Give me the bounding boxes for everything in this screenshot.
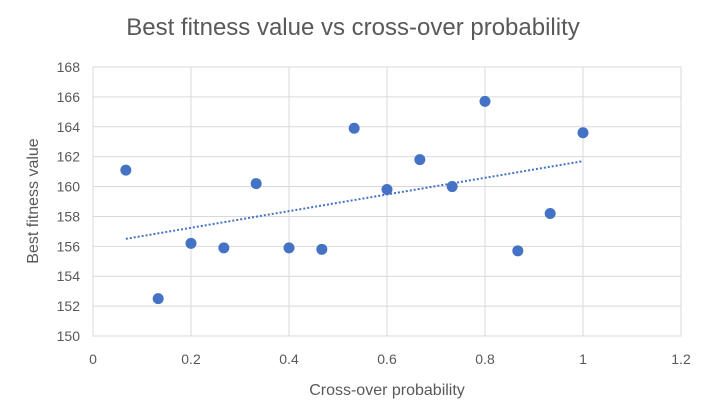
y-tick-label: 168 [57,59,81,75]
x-tick-label: 1.2 [671,351,691,367]
x-tick-label: 0.2 [181,351,201,367]
chart-title: Best fitness value vs cross-over probabi… [126,14,580,41]
x-axis-ticks: 0 0.2 0.4 0.6 0.8 1 1.2 [89,351,691,367]
data-point [120,164,132,176]
data-point [185,237,197,249]
trendline-layer [125,160,584,240]
data-point [283,242,295,254]
data-point [250,178,262,190]
x-tick-label: 0.6 [377,351,397,367]
data-point [348,122,360,134]
trendline [125,160,584,240]
grid-layer [92,66,682,337]
data-point [479,95,491,107]
x-tick-label: 0.4 [279,351,299,367]
x-axis-title: Cross-over probability [309,382,465,399]
data-point [544,207,556,219]
plot-area [92,66,682,337]
data-point [577,127,589,139]
data-point [218,242,230,254]
x-tick-label: 1 [579,351,587,367]
data-point [446,181,458,193]
data-point [316,243,328,255]
data-points-layer [120,95,589,305]
y-tick-label: 160 [57,179,81,195]
y-tick-label: 164 [57,119,81,135]
data-point [414,154,426,166]
y-tick-label: 152 [57,298,81,314]
y-axis-title: Best fitness value [25,138,42,264]
y-tick-label: 162 [57,149,81,165]
y-tick-label: 158 [57,208,81,224]
data-point [381,184,393,196]
x-tick-label: 0 [89,351,97,367]
y-tick-label: 166 [57,89,81,105]
data-point [152,293,164,305]
x-tick-label: 0.8 [475,351,495,367]
y-tick-label: 150 [57,328,81,344]
y-tick-label: 156 [57,238,81,254]
y-axis-ticks: 150 152 154 156 158 160 162 164 166 168 [57,59,81,344]
data-point [512,245,524,257]
y-tick-label: 154 [57,268,81,284]
